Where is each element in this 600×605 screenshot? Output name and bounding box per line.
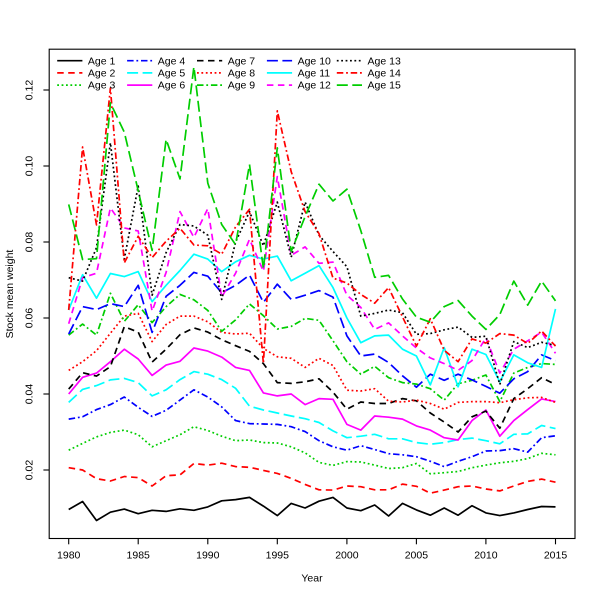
svg-text:Age 12: Age 12	[298, 80, 331, 92]
svg-text:0.08: 0.08	[24, 232, 36, 253]
svg-text:0.02: 0.02	[24, 460, 36, 481]
svg-text:0.04: 0.04	[24, 384, 36, 405]
svg-text:2010: 2010	[474, 550, 498, 562]
svg-text:2005: 2005	[405, 550, 429, 562]
svg-text:Age 1: Age 1	[88, 55, 116, 67]
svg-text:2000: 2000	[335, 550, 359, 562]
svg-text:2015: 2015	[544, 550, 568, 562]
svg-text:Age 6: Age 6	[158, 80, 186, 92]
svg-text:Age 2: Age 2	[88, 68, 116, 80]
svg-text:Year: Year	[301, 573, 323, 585]
svg-text:0.10: 0.10	[24, 156, 36, 177]
svg-text:1990: 1990	[196, 550, 220, 562]
svg-text:Age 5: Age 5	[158, 68, 186, 80]
svg-text:1985: 1985	[127, 550, 151, 562]
svg-text:Stock mean weight: Stock mean weight	[4, 250, 16, 339]
svg-text:Age 10: Age 10	[298, 55, 331, 67]
svg-text:Age 3: Age 3	[88, 80, 116, 92]
svg-text:Age 14: Age 14	[368, 68, 401, 80]
svg-text:Age 4: Age 4	[158, 55, 186, 67]
svg-text:1995: 1995	[266, 550, 290, 562]
svg-text:Age 9: Age 9	[228, 80, 256, 92]
svg-text:0.06: 0.06	[24, 308, 36, 329]
svg-text:Age 8: Age 8	[228, 68, 256, 80]
svg-text:Age 15: Age 15	[368, 80, 401, 92]
svg-text:0.12: 0.12	[24, 80, 36, 101]
svg-text:Age 13: Age 13	[368, 55, 401, 67]
svg-text:Age 7: Age 7	[228, 55, 256, 67]
svg-text:1980: 1980	[57, 550, 81, 562]
svg-text:Age 11: Age 11	[298, 68, 331, 80]
